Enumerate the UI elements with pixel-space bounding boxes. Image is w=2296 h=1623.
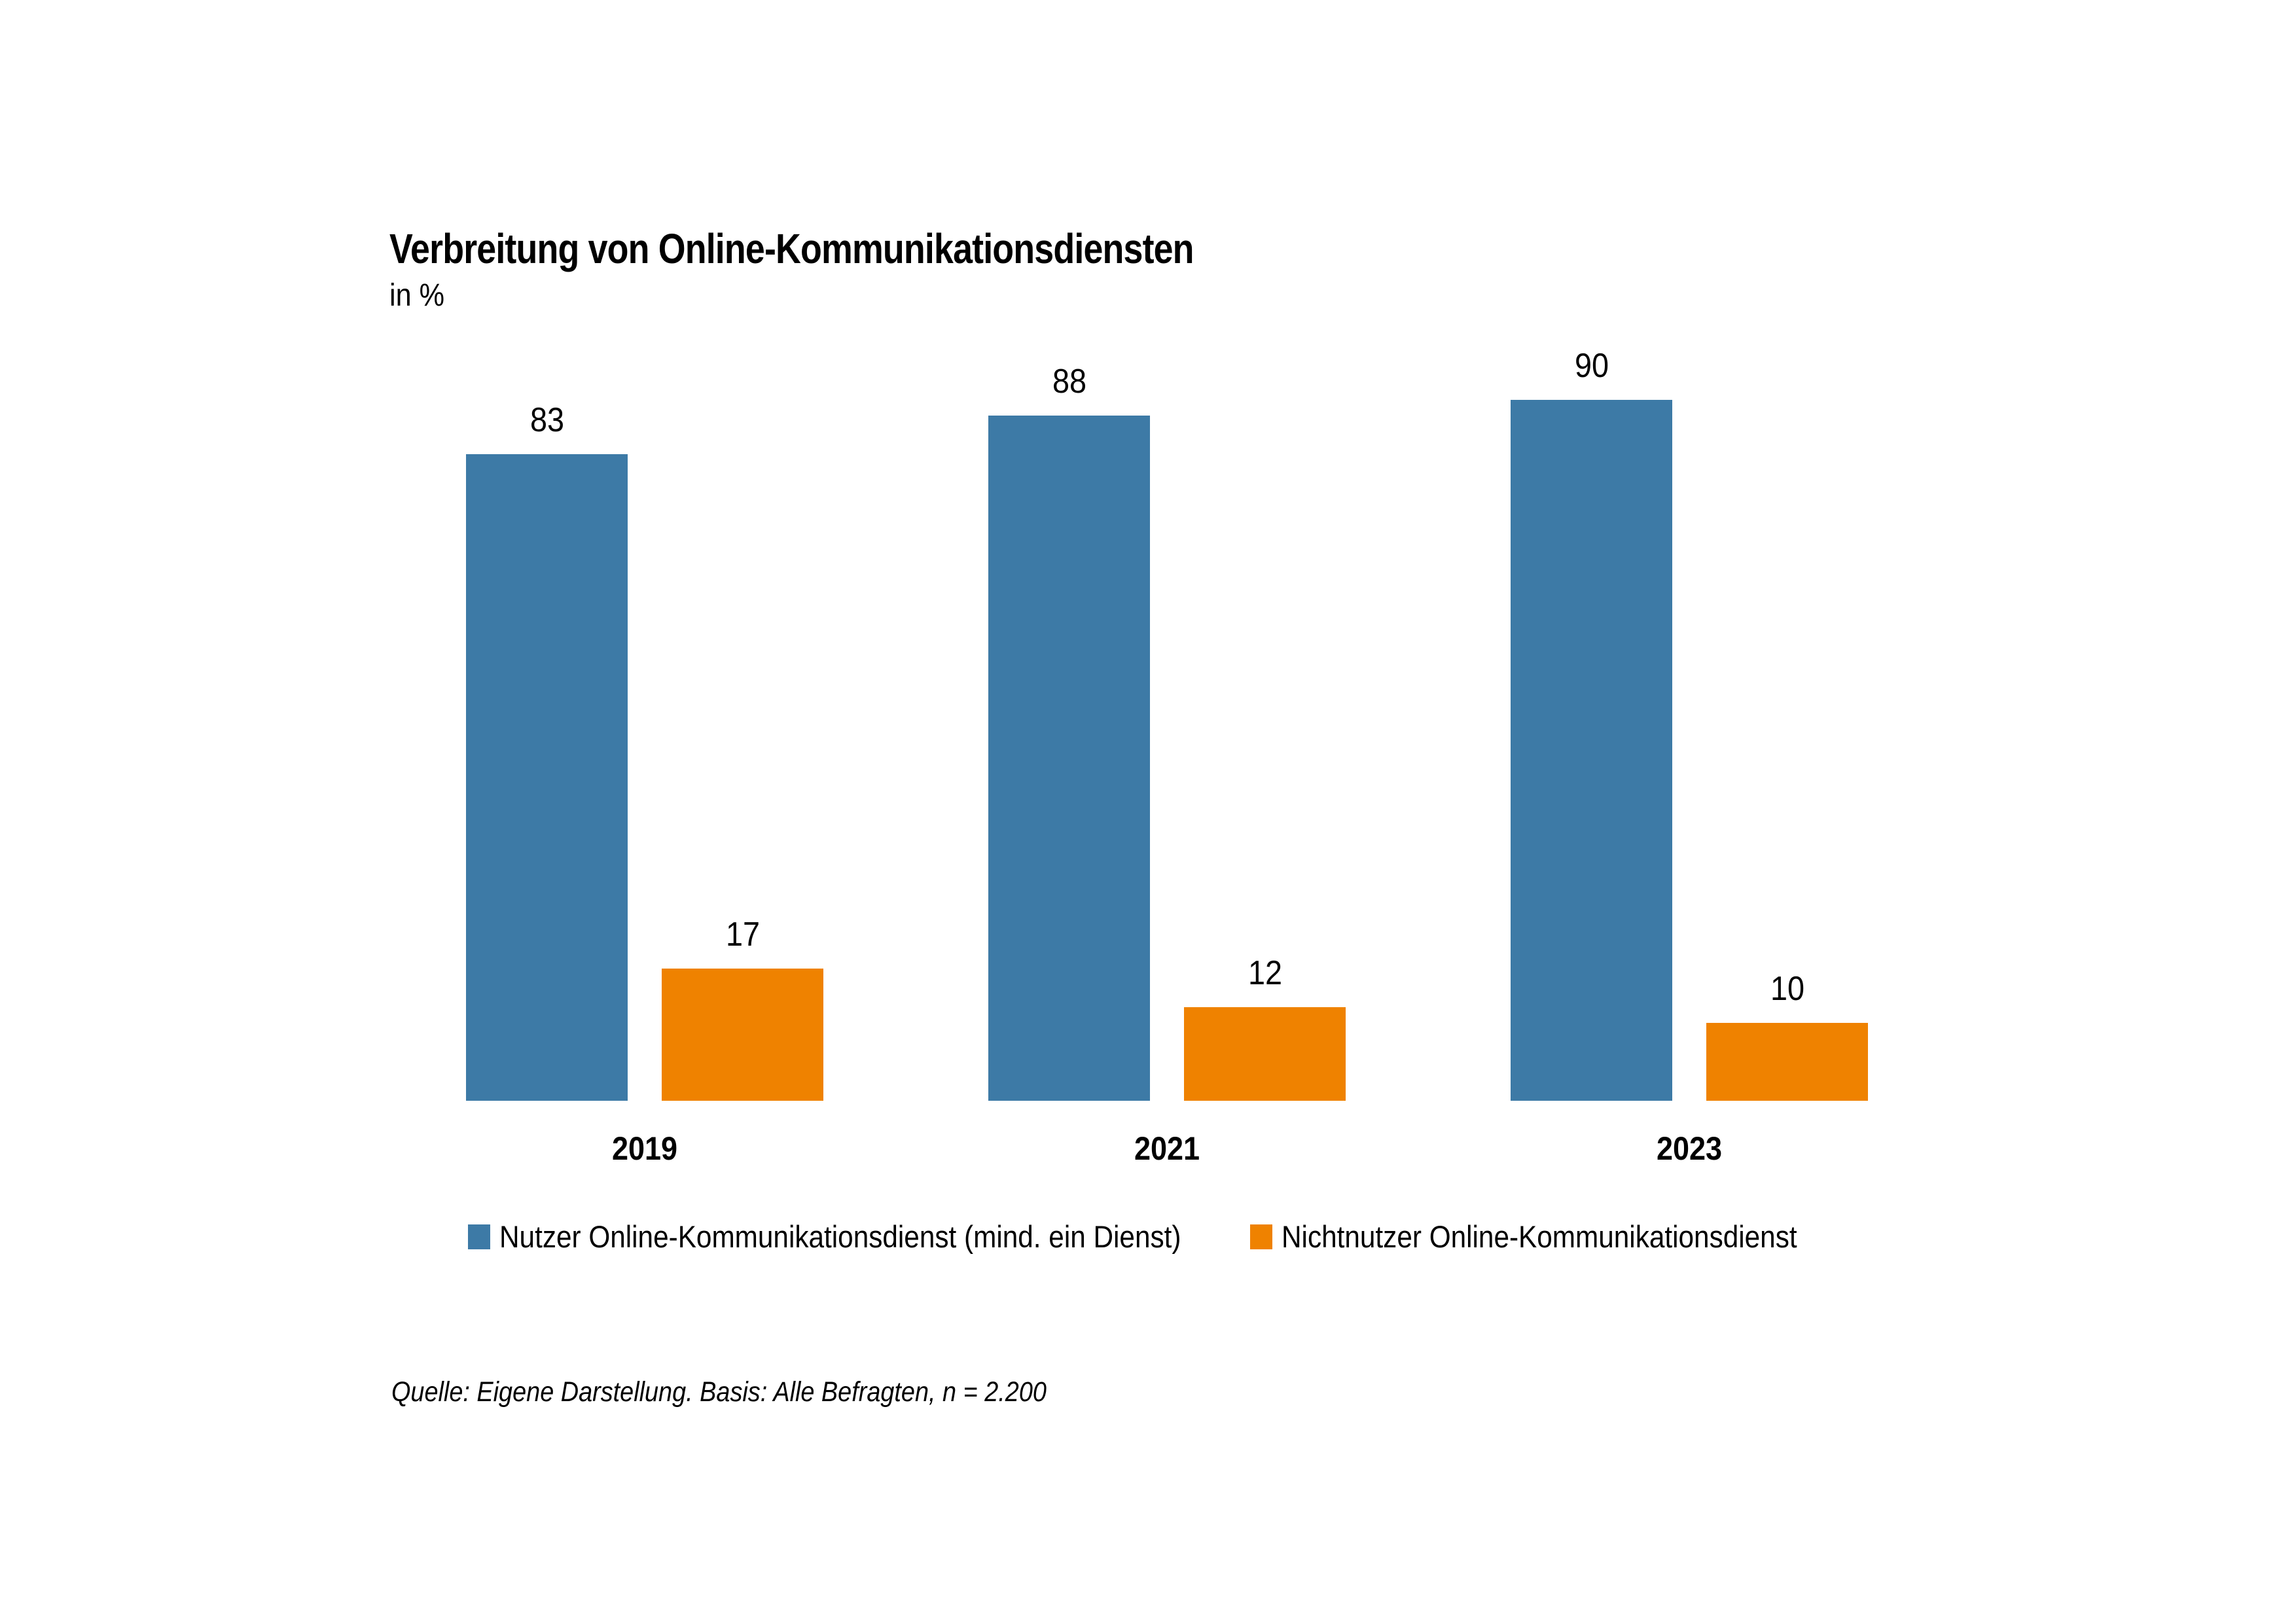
bar-2019-series-1: 83: [466, 403, 628, 1101]
bar-2023-series-1: 90: [1511, 349, 1672, 1101]
chart-title: Verbreitung von Online-Kommunikationsdie…: [389, 225, 1194, 272]
legend-label: Nutzer Online-Kommunikationsdienst (mind…: [499, 1219, 1181, 1254]
source-note: Quelle: Eigene Darstellung. Basis: Alle …: [391, 1376, 1047, 1408]
legend-item-series-2: Nichtnutzer Online-Kommunikationsdienst: [1250, 1221, 1828, 1252]
bar-value-label: 12: [1247, 954, 1282, 993]
category-label-2021: 2021: [1134, 1130, 1200, 1167]
bar-value-label: 83: [529, 401, 564, 440]
bar-group-2023: 90 10 2023: [1511, 322, 1868, 1165]
bar-chart-plot: 83 17 2019 88 12 2021 90 10 2023: [466, 322, 1868, 1165]
bar-group-2019: 83 17 2019: [466, 322, 823, 1165]
bar-2021-series-1: 88: [988, 365, 1150, 1101]
chart-header: Verbreitung von Online-Kommunikationsdie…: [389, 228, 1347, 312]
bar-value-label: 10: [1770, 970, 1804, 1008]
category-label-2019: 2019: [611, 1130, 678, 1167]
legend-item-series-1: Nutzer Online-Kommunikationsdienst (mind…: [467, 1219, 1230, 1254]
category-label-2023: 2023: [1656, 1130, 1723, 1167]
bar-2023-series-2: 10: [1706, 972, 1868, 1101]
legend-swatch-icon: [1250, 1224, 1273, 1249]
bar-2021-series-2: 12: [1184, 956, 1346, 1101]
chart-legend: Nutzer Online-Kommunikationsdienst (mind…: [0, 1221, 2296, 1252]
bar-group-2021: 88 12 2021: [988, 322, 1346, 1165]
legend-label: Nichtnutzer Online-Kommunikationsdienst: [1282, 1219, 1797, 1254]
legend-swatch-icon: [467, 1224, 490, 1249]
bar-value-label: 90: [1574, 347, 1609, 385]
chart-subtitle: in %: [389, 278, 445, 313]
bar-value-label: 17: [725, 915, 760, 954]
bar-2019-series-2: 17: [662, 918, 823, 1101]
bar-value-label: 88: [1052, 362, 1086, 401]
